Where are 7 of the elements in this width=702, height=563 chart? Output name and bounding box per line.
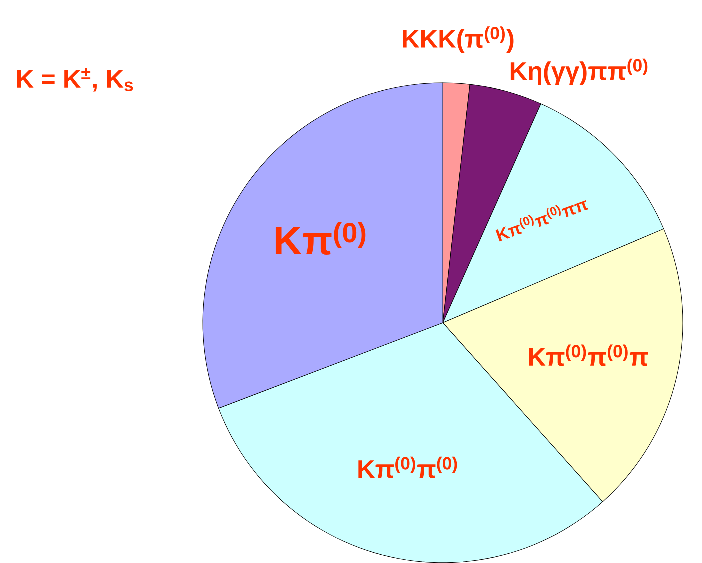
slice-label: Kπ$^{(0)}$π$^{(0)}$ππ [496,200,589,242]
slice-label: Kη(γγ)ππ$^{(0)}$ [510,58,648,86]
slice-label: KKK(π$^{(0)}$) [403,26,514,53]
slice-label: Kπ$^{(0)}$ [276,222,366,255]
slice-label: Kπ$^{(0)}$π$^{(0)}$π [529,344,648,366]
text: K = K$^{±}$, K$_{s}$ [17,68,134,92]
slice-label: Kπ$^{(0)}$π$^{(0)}$ [358,456,458,478]
